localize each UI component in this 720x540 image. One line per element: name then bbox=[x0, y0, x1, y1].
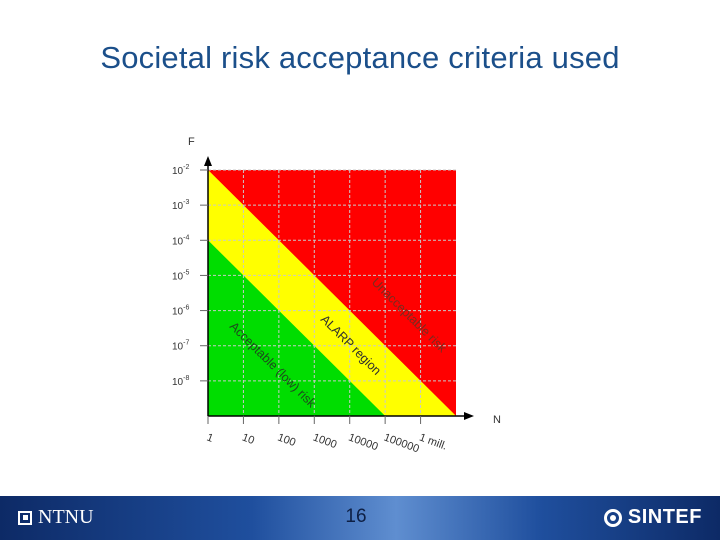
x-tick-label: 100000 bbox=[382, 432, 421, 456]
y-tick-label: 10-7 bbox=[172, 340, 189, 353]
sintef-logo-text: SINTEF bbox=[627, 506, 702, 528]
x-axis-label: N bbox=[493, 414, 501, 426]
x-tick-label: 10000 bbox=[347, 432, 380, 454]
x-tick-label: 10 bbox=[240, 432, 256, 447]
risk-regions bbox=[208, 170, 456, 416]
x-tick-label: 1 mill. bbox=[418, 432, 449, 453]
x-tick-label: 100 bbox=[276, 432, 297, 450]
y-axis-label: F bbox=[188, 136, 195, 148]
y-tick-label: 10-6 bbox=[172, 305, 189, 318]
y-tick-label: 10-2 bbox=[172, 164, 189, 177]
x-tick-label: 1 bbox=[205, 432, 215, 445]
page-number: 16 bbox=[345, 506, 367, 527]
region-acceptable bbox=[208, 240, 386, 416]
x-axis-arrow bbox=[464, 412, 474, 420]
y-tick-label: 10-5 bbox=[172, 269, 189, 282]
y-tick-label: 10-4 bbox=[172, 234, 189, 247]
sintef-logo: SINTEF bbox=[603, 506, 702, 529]
slide-title: Societal risk acceptance criteria used bbox=[100, 40, 620, 75]
y-tick-labels: 10-2 10-3 10-4 10-5 10-6 10-7 10-8 bbox=[172, 164, 208, 388]
footer-bar: NTNU 16 SINTEF bbox=[0, 496, 720, 540]
fn-risk-chart: 10-210-310-410-510-610-710-8 1 10 100 1000 1… bbox=[172, 136, 501, 455]
ntnu-logo-icon bbox=[18, 510, 32, 525]
sintef-logo-icon bbox=[603, 508, 622, 527]
y-tick-label: 10-8 bbox=[172, 375, 189, 388]
ntnu-logo: NTNU bbox=[18, 506, 94, 529]
y-tick-label: 10-3 bbox=[172, 199, 189, 212]
y-axis-arrow bbox=[204, 156, 212, 166]
ntnu-logo-text: NTNU bbox=[38, 506, 94, 528]
x-tick-label: 1000 bbox=[311, 432, 338, 452]
axes bbox=[204, 156, 474, 420]
